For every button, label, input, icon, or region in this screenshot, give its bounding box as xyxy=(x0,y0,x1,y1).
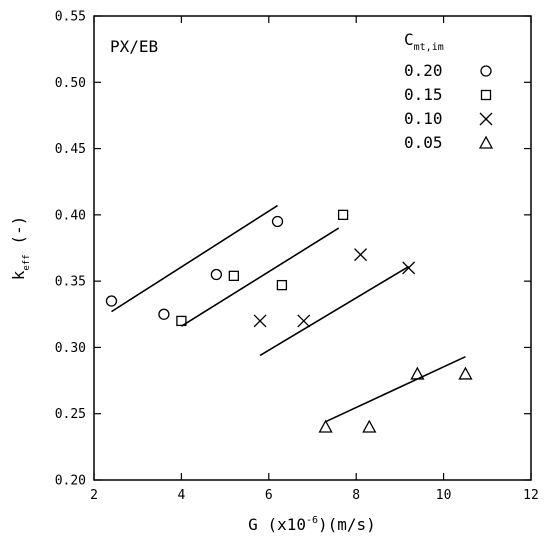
legend-label: 0.20 xyxy=(404,61,443,80)
fit-line-triangle xyxy=(325,355,466,423)
y-tick-label: 0.35 xyxy=(55,275,86,290)
data-point-triangle xyxy=(362,419,377,433)
legend-title: Cmt,im xyxy=(404,30,444,53)
data-point-triangle xyxy=(410,366,425,380)
x-tick-label: 10 xyxy=(436,488,452,503)
x-axis-label-sup: -6 xyxy=(306,515,318,526)
legend-label: 0.10 xyxy=(404,109,443,128)
data-point-x xyxy=(354,248,368,262)
data-point-x-stroke xyxy=(297,314,311,328)
x-axis-label-main: G (x10 xyxy=(248,515,306,534)
data-point-square xyxy=(276,279,288,291)
x-axis-label-rest: )(m/s) xyxy=(318,515,376,534)
y-axis-label: keff (-) xyxy=(9,216,32,280)
x-tick-label: 6 xyxy=(265,488,273,503)
x-tick-label: 4 xyxy=(177,488,185,503)
legend-label: 0.15 xyxy=(404,85,443,104)
y-tick-label: 0.40 xyxy=(55,208,86,223)
legend-label: 0.05 xyxy=(404,133,443,152)
data-point-square xyxy=(228,270,239,281)
y-axis-label-rest: (-) xyxy=(9,216,28,255)
legend-title-sub: mt,im xyxy=(414,42,444,53)
y-tick-label: 0.45 xyxy=(55,142,86,157)
legend-marker-circle xyxy=(480,65,492,77)
fit-line-square xyxy=(180,227,340,327)
legend-marker-square xyxy=(480,89,492,101)
y-tick-label: 0.20 xyxy=(55,474,86,489)
x-tick-label: 2 xyxy=(90,488,98,503)
data-point-circle xyxy=(271,215,284,228)
legend-marker-x-stroke xyxy=(479,112,493,126)
data-point-triangle xyxy=(458,366,473,380)
axis-ticks: 2 4 6 8 10 12 0.20 0.25 0.30 0.35 0.40 0.45 0.50 0.55 xyxy=(55,10,539,504)
data-point-triangle xyxy=(318,419,333,433)
data-point-x xyxy=(253,314,267,328)
x-tick-label: 8 xyxy=(352,488,360,503)
y-tick-label: 0.55 xyxy=(55,10,86,25)
data-point-circle xyxy=(158,308,170,320)
y-tick-label: 0.25 xyxy=(55,407,86,422)
data-point-x xyxy=(402,261,416,275)
x-tick-label: 12 xyxy=(523,488,539,503)
y-tick-label: 0.50 xyxy=(55,76,86,91)
plot-frame xyxy=(93,15,532,481)
data-point-square xyxy=(176,315,187,327)
y-axis-label-sub: eff xyxy=(22,254,32,270)
legend: Cmt,im 0.20 0.15 0.10 0.05 xyxy=(404,30,494,152)
data-markers xyxy=(105,209,473,433)
legend-title-main: C xyxy=(404,30,414,49)
data-point-x xyxy=(297,314,311,328)
data-point-circle xyxy=(210,268,223,281)
fit-lines xyxy=(111,204,466,423)
fit-line-circle xyxy=(111,204,278,313)
y-axis-label-main: k xyxy=(9,270,28,280)
data-point-x-stroke xyxy=(402,261,416,275)
data-point-x-stroke xyxy=(354,248,368,262)
data-point-x-stroke xyxy=(253,314,267,328)
annotation-label: PX/EB xyxy=(110,37,158,56)
data-point-circle xyxy=(105,295,118,307)
legend-marker-triangle xyxy=(478,135,494,149)
x-axis-label: G (x10-6)(m/s) xyxy=(248,515,376,534)
legend-marker-x xyxy=(479,112,493,126)
data-point-square xyxy=(337,209,349,221)
y-tick-label: 0.30 xyxy=(55,341,86,356)
fit-line-x xyxy=(259,265,410,357)
